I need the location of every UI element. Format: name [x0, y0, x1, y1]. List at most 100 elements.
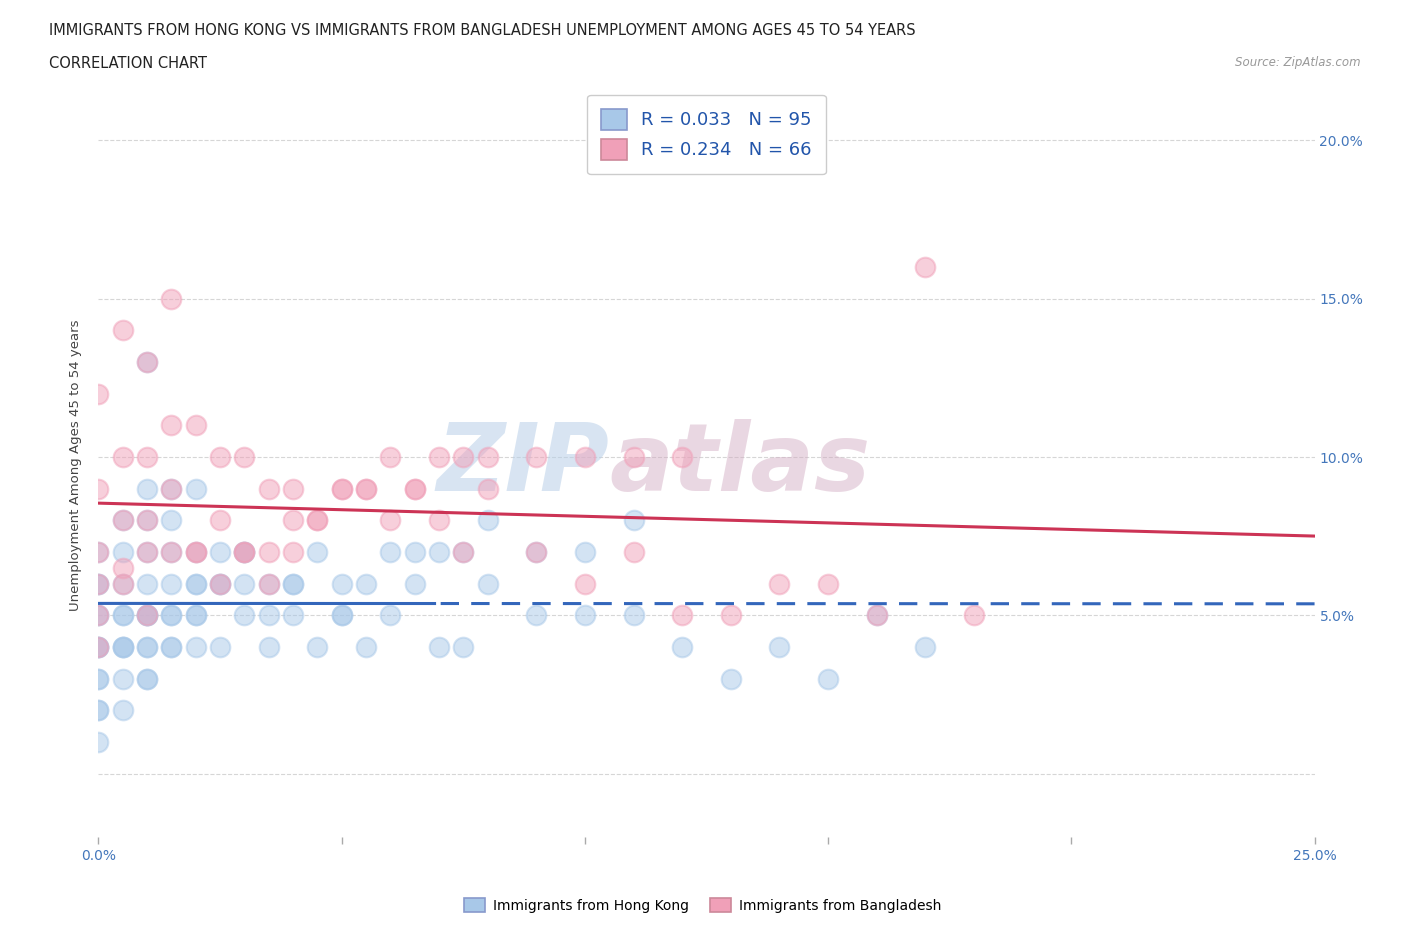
Point — [307, 513, 329, 528]
Point — [866, 608, 889, 623]
Point — [111, 577, 134, 591]
Point — [184, 545, 207, 560]
Point — [524, 449, 547, 464]
Point — [87, 640, 110, 655]
Point — [524, 545, 547, 560]
Point — [184, 482, 207, 497]
Legend: Immigrants from Hong Kong, Immigrants from Bangladesh: Immigrants from Hong Kong, Immigrants fr… — [458, 893, 948, 919]
Point — [160, 545, 183, 560]
Point — [330, 608, 353, 623]
Point — [87, 608, 110, 623]
Point — [354, 482, 377, 497]
Point — [307, 545, 329, 560]
Point — [184, 545, 207, 560]
Point — [87, 671, 110, 686]
Point — [233, 545, 256, 560]
Point — [87, 735, 110, 750]
Point — [160, 545, 183, 560]
Point — [477, 449, 499, 464]
Text: IMMIGRANTS FROM HONG KONG VS IMMIGRANTS FROM BANGLADESH UNEMPLOYMENT AMONG AGES : IMMIGRANTS FROM HONG KONG VS IMMIGRANTS … — [49, 23, 915, 38]
Point — [160, 608, 183, 623]
Point — [111, 577, 134, 591]
Point — [87, 577, 110, 591]
Point — [87, 640, 110, 655]
Point — [136, 545, 159, 560]
Point — [330, 608, 353, 623]
Point — [281, 608, 304, 623]
Point — [866, 608, 889, 623]
Point — [184, 640, 207, 655]
Point — [111, 608, 134, 623]
Point — [209, 577, 232, 591]
Text: CORRELATION CHART: CORRELATION CHART — [49, 56, 207, 71]
Point — [209, 545, 232, 560]
Point — [281, 577, 304, 591]
Point — [453, 640, 475, 655]
Point — [87, 703, 110, 718]
Point — [623, 513, 645, 528]
Point — [136, 513, 159, 528]
Point — [281, 545, 304, 560]
Point — [817, 577, 839, 591]
Point — [233, 545, 256, 560]
Point — [233, 545, 256, 560]
Point — [768, 577, 790, 591]
Point — [87, 608, 110, 623]
Point — [524, 608, 547, 623]
Point — [87, 386, 110, 401]
Point — [671, 640, 693, 655]
Point — [453, 449, 475, 464]
Point — [914, 640, 936, 655]
Point — [281, 513, 304, 528]
Point — [184, 608, 207, 623]
Point — [623, 545, 645, 560]
Point — [281, 577, 304, 591]
Point — [257, 545, 280, 560]
Point — [354, 577, 377, 591]
Point — [233, 577, 256, 591]
Point — [160, 482, 183, 497]
Point — [136, 513, 159, 528]
Point — [380, 449, 402, 464]
Point — [404, 577, 426, 591]
Point — [87, 577, 110, 591]
Point — [136, 577, 159, 591]
Point — [160, 513, 183, 528]
Point — [87, 640, 110, 655]
Point — [111, 640, 134, 655]
Point — [87, 640, 110, 655]
Point — [136, 608, 159, 623]
Point — [111, 513, 134, 528]
Point — [87, 577, 110, 591]
Point — [184, 545, 207, 560]
Point — [136, 671, 159, 686]
Point — [453, 545, 475, 560]
Point — [233, 545, 256, 560]
Point — [136, 608, 159, 623]
Point — [768, 640, 790, 655]
Point — [477, 513, 499, 528]
Text: ZIP: ZIP — [436, 419, 609, 511]
Point — [184, 608, 207, 623]
Point — [160, 608, 183, 623]
Point — [136, 354, 159, 369]
Point — [160, 291, 183, 306]
Point — [720, 608, 742, 623]
Point — [233, 608, 256, 623]
Point — [404, 545, 426, 560]
Point — [136, 608, 159, 623]
Text: Source: ZipAtlas.com: Source: ZipAtlas.com — [1236, 56, 1361, 69]
Point — [209, 577, 232, 591]
Point — [330, 482, 353, 497]
Point — [111, 513, 134, 528]
Point — [453, 545, 475, 560]
Point — [184, 577, 207, 591]
Point — [354, 640, 377, 655]
Point — [354, 482, 377, 497]
Point — [257, 640, 280, 655]
Point — [136, 449, 159, 464]
Point — [184, 577, 207, 591]
Point — [404, 482, 426, 497]
Point — [404, 482, 426, 497]
Text: atlas: atlas — [609, 419, 870, 511]
